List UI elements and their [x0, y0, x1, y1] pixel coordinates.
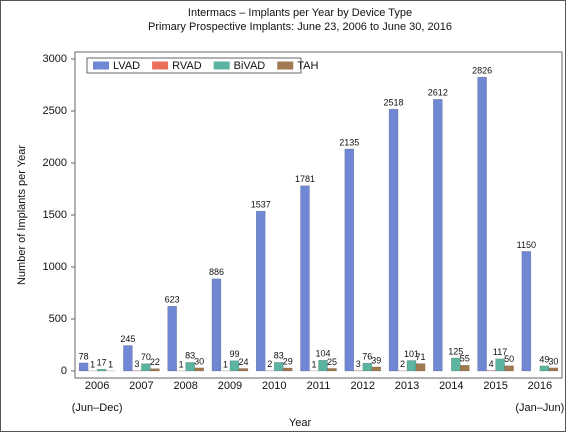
value-label: 24 [238, 357, 248, 367]
value-label: 2 [400, 359, 405, 369]
x-tick-note: (Jun–Dec) [72, 402, 123, 414]
y-tick-label: 2500 [43, 105, 67, 117]
bar [239, 369, 248, 371]
bar [460, 365, 469, 371]
x-tick-label: 2012 [351, 380, 375, 392]
value-label: 29 [283, 356, 293, 366]
bar [168, 306, 177, 371]
value-label: 2612 [428, 88, 448, 98]
legend-label: LVAD [113, 60, 140, 72]
value-label: 78 [79, 351, 89, 361]
value-label: 2518 [384, 98, 404, 108]
bar [301, 186, 310, 371]
value-label: 2135 [339, 137, 359, 147]
legend-swatch [214, 62, 230, 70]
x-tick-label: 2014 [439, 380, 463, 392]
value-label: 17 [97, 358, 107, 368]
bar [505, 366, 514, 371]
value-label: 50 [504, 354, 514, 364]
x-tick-label: 2007 [129, 380, 153, 392]
bar [433, 99, 442, 371]
bar [372, 367, 381, 371]
bar [407, 360, 416, 371]
value-label: 3 [134, 359, 139, 369]
chart-title: Intermacs – Implants per Year by Device … [188, 7, 412, 19]
x-tick-label: 2011 [307, 380, 331, 392]
y-tick-label: 500 [49, 313, 67, 325]
legend-label: BiVAD [234, 60, 266, 72]
x-tick-label: 2010 [262, 380, 286, 392]
bar [416, 364, 425, 371]
value-label: 1 [311, 359, 316, 369]
value-label: 22 [150, 357, 160, 367]
value-label: 1 [223, 359, 228, 369]
y-tick-label: 3000 [43, 53, 67, 65]
value-label: 30 [548, 356, 558, 366]
value-label: 886 [209, 267, 224, 277]
value-label: 30 [194, 356, 204, 366]
x-tick-label: 2009 [218, 380, 242, 392]
bar [283, 368, 292, 371]
bar [345, 149, 354, 371]
bar [328, 368, 337, 371]
value-label: 1 [90, 359, 95, 369]
x-tick-label: 2016 [528, 380, 552, 392]
legend-label: TAH [297, 60, 318, 72]
value-label: 55 [460, 354, 470, 364]
x-tick-label: 2013 [395, 380, 419, 392]
x-axis-label: Year [289, 417, 312, 429]
chart-subtitle: Primary Prospective Implants: June 23, 2… [148, 21, 452, 33]
legend-swatch [152, 62, 168, 70]
legend-label: RVAD [172, 60, 202, 72]
bar [97, 369, 106, 371]
value-label: 2 [267, 359, 272, 369]
y-tick-label: 1000 [43, 261, 67, 273]
x-tick-note: (Jan–Jun) [515, 402, 564, 414]
value-label: 3 [356, 359, 361, 369]
bar [549, 368, 558, 371]
y-tick-label: 2000 [43, 157, 67, 169]
y-tick-label: 0 [61, 365, 67, 377]
value-label: 1 [108, 359, 113, 369]
value-label: 623 [165, 295, 180, 305]
value-label: 1150 [517, 240, 536, 250]
legend-swatch [93, 62, 109, 70]
value-label: 4 [489, 359, 494, 369]
bar [389, 109, 398, 371]
bar [478, 77, 487, 371]
bar [540, 366, 549, 371]
bar [212, 279, 221, 371]
bar [195, 368, 204, 371]
x-tick-label: 2015 [483, 380, 507, 392]
x-tick-label: 2006 [85, 380, 109, 392]
value-label: 71 [416, 352, 426, 362]
value-label: 1537 [251, 200, 271, 210]
y-axis-label: Number of Implants per Year [16, 145, 28, 285]
value-label: 1 [179, 359, 184, 369]
value-label: 39 [371, 355, 381, 365]
bar [522, 251, 531, 371]
value-label: 2826 [472, 65, 492, 75]
value-label: 245 [120, 334, 135, 344]
legend-swatch [277, 62, 293, 70]
bar [123, 346, 132, 371]
bar [150, 369, 159, 371]
bar [256, 211, 265, 371]
value-label: 25 [327, 357, 337, 367]
x-tick-label: 2008 [173, 380, 197, 392]
bar [79, 363, 88, 371]
value-label: 1781 [295, 174, 315, 184]
y-tick-label: 1500 [43, 209, 67, 221]
